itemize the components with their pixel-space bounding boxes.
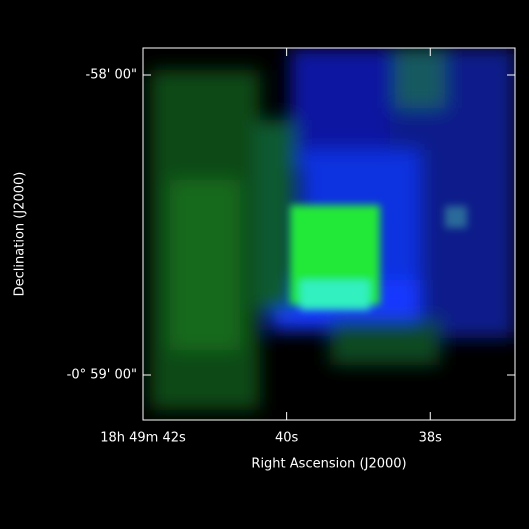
y-axis-label: Declination (J2000) xyxy=(13,172,28,297)
y-tick-label: -58' 00" xyxy=(86,68,137,83)
y-tick-label: -0° 59' 00" xyxy=(67,368,137,383)
page: Right Ascension (J2000) Declination (J20… xyxy=(0,0,529,529)
image xyxy=(143,48,515,420)
x-tick-label: 18h 49m 42s xyxy=(100,431,186,446)
x-tick-label: 38s xyxy=(419,431,443,446)
chart: Right Ascension (J2000) Declination (J20… xyxy=(0,0,529,529)
x-tick-label: 40s xyxy=(275,431,299,446)
x-axis-label: Right Ascension (J2000) xyxy=(251,457,406,472)
